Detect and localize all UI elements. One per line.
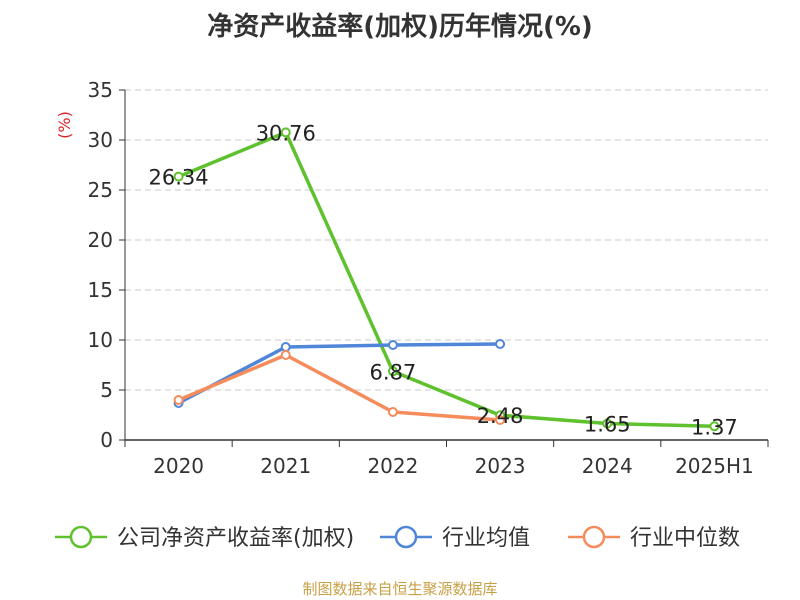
legend-label-1: 行业均值	[442, 526, 530, 551]
legend-marker-1	[394, 525, 418, 549]
source-footer: 制图数据来自恒生聚源数据库	[302, 580, 498, 598]
data-point-0	[602, 418, 613, 429]
x-tick-label: 2021	[260, 454, 311, 478]
y-tick-label: 5	[100, 378, 113, 402]
data-point-1	[387, 340, 398, 350]
y-tick-label: 15	[88, 278, 113, 302]
axis-layer: 0 5 10 15 20 25 30 35 2020 2021 2022 2023 2024 2025H1…	[55, 78, 769, 478]
data-label: 6.87	[370, 360, 417, 384]
data-label: 26.34	[149, 166, 209, 190]
grid-layer	[125, 89, 768, 391]
data-label: 30.76	[256, 121, 316, 145]
data-label: 2.48	[477, 404, 524, 428]
y-tick-label: 10	[88, 328, 113, 352]
y-tick-label: 25	[88, 178, 113, 202]
legend-marker-0	[69, 525, 93, 549]
x-tick-label: 2023	[475, 454, 526, 478]
data-label-layer: 26.34 30.76 6.87 2.48 1.65 1.37	[149, 121, 738, 439]
data-label: 1.65	[584, 413, 631, 437]
series-line-2	[177, 353, 501, 422]
y-tick-label: 0	[100, 428, 113, 452]
data-point-0	[387, 366, 398, 377]
y-tick-label: 20	[88, 228, 113, 252]
x-tick-label: 2024	[582, 454, 633, 478]
data-point-0	[280, 127, 291, 138]
data-point-1	[495, 339, 506, 349]
data-label: 1.37	[691, 415, 738, 439]
data-point-2	[280, 350, 291, 360]
data-point-1	[280, 342, 291, 352]
legend-marker-2	[582, 525, 606, 549]
legend-label-0: 公司净资产收益率(加权)	[117, 526, 354, 551]
data-point-2	[495, 415, 506, 425]
data-point-2	[387, 407, 398, 417]
series-line-0	[177, 130, 715, 429]
x-tick-label: 2020	[153, 454, 204, 478]
data-point-0	[173, 171, 184, 182]
y-tick-label: 30	[88, 128, 113, 152]
data-point-2	[173, 395, 184, 405]
legend: 公司净资产收益率(加权) 行业均值 行业中位数	[55, 525, 740, 551]
x-tick-label: 2022	[367, 454, 418, 478]
data-point-0	[709, 421, 720, 432]
series-layer	[173, 127, 720, 432]
chart-title: 净资产收益率(加权)历年情况(%)	[207, 12, 593, 42]
series-line-1	[177, 342, 501, 405]
x-tick-label: 2025H1	[675, 454, 754, 478]
y-tick-label: 35	[88, 78, 113, 102]
y-axis-label: (%)	[55, 111, 74, 139]
legend-label-2: 行业中位数	[630, 526, 740, 551]
